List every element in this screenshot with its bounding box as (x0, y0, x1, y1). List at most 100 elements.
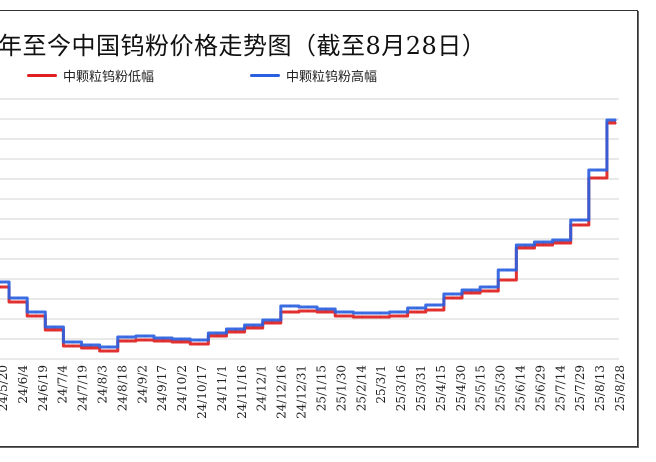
data-point (252, 324, 255, 326)
data-point (524, 244, 527, 246)
data-point (560, 242, 563, 244)
x-tick-label: 24/6/4 (16, 365, 30, 404)
x-tick-label: 25/4/30 (454, 365, 468, 411)
x-tick-label: 24/10/17 (195, 365, 209, 419)
data-point (234, 331, 237, 333)
x-tick-label: 25/3/31 (414, 365, 428, 411)
data-point (415, 311, 418, 313)
data-point (415, 307, 418, 309)
data-point (578, 219, 581, 221)
data-point (198, 343, 201, 345)
x-tick-label: 24/12/16 (275, 365, 289, 419)
x-tick-label: 25/8/28 (613, 365, 627, 411)
data-point (252, 327, 255, 329)
data-point (470, 289, 472, 291)
x-tick-label: 25/5/30 (494, 365, 508, 411)
x-tick-label: 24/6/19 (36, 365, 50, 411)
x-tick-label: 24/8/18 (115, 365, 129, 411)
data-point (53, 329, 56, 331)
data-point (488, 290, 490, 292)
data-point (434, 304, 436, 306)
data-point (452, 293, 454, 295)
data-point (361, 312, 364, 314)
data-point (89, 344, 92, 346)
data-point (270, 322, 273, 324)
data-point (615, 122, 617, 124)
data-point (180, 341, 182, 343)
x-tick-label: 24/12/1 (255, 365, 269, 411)
data-point (470, 292, 472, 294)
data-point (289, 305, 291, 307)
data-point (216, 335, 219, 337)
x-tick-label: 25/7/14 (553, 365, 567, 412)
data-point (542, 244, 545, 246)
data-point (144, 335, 146, 337)
data-point (107, 346, 110, 348)
data-point (597, 177, 599, 179)
legend-swatch-blue (250, 74, 280, 77)
data-point (361, 316, 364, 318)
data-point (506, 269, 509, 271)
x-tick-label: 25/8/13 (593, 365, 607, 411)
x-tick-label: 24/7/4 (56, 365, 70, 404)
data-point (162, 340, 164, 342)
data-point (343, 311, 346, 313)
data-point (379, 316, 382, 318)
data-point (0, 281, 1, 283)
x-tick-label: 25/7/29 (573, 365, 587, 411)
data-point (325, 311, 327, 313)
data-point (578, 224, 581, 226)
data-point (144, 339, 146, 341)
data-point (434, 309, 436, 311)
x-tick-label: 25/3/16 (394, 365, 408, 411)
x-tick-label: 25/5/15 (474, 365, 488, 411)
x-tick-label: 24/9/17 (155, 365, 169, 411)
data-point (397, 315, 400, 317)
x-tick-label: 24/7/19 (76, 365, 90, 411)
x-tick-label: 25/1/15 (314, 365, 328, 411)
data-point (270, 319, 273, 321)
series-line-high (0, 118, 616, 349)
legend-item-low: 中颗粒钨粉低幅 (27, 66, 154, 85)
data-point (107, 350, 110, 352)
data-point (198, 339, 201, 341)
data-point (289, 311, 291, 313)
data-point (89, 347, 92, 349)
x-tick-label: 24/8/3 (96, 365, 110, 404)
x-tick-label: 25/2/14 (354, 365, 368, 412)
data-point (35, 315, 38, 317)
chart-frame (0, 10, 638, 447)
x-tick-label: 25/6/29 (533, 365, 547, 411)
data-point (126, 336, 128, 338)
data-point (234, 328, 237, 330)
legend-label-high: 中颗粒钨粉高幅 (286, 70, 378, 85)
data-point (542, 241, 545, 243)
data-point (162, 337, 164, 339)
data-point (506, 279, 509, 281)
data-point (307, 306, 309, 308)
data-point (17, 297, 19, 299)
data-point (71, 345, 74, 347)
data-point (488, 286, 490, 288)
data-point (343, 315, 346, 317)
data-point (524, 247, 527, 249)
chart-title: 年至今中国钨粉价格走势图（截至8月28日） (0, 32, 487, 60)
data-point (35, 311, 38, 313)
series-line-low (0, 121, 616, 353)
data-point (216, 332, 219, 334)
legend-item-high: 中颗粒钨粉高幅 (250, 66, 377, 85)
x-tick-label: 25/4/15 (434, 365, 448, 411)
x-tick-label: 24/12/31 (295, 365, 309, 419)
data-point (180, 338, 182, 340)
x-tick-label: 24/10/2 (175, 365, 189, 411)
x-tick-label: 24/5/20 (0, 365, 10, 411)
data-point (397, 311, 400, 313)
data-point (452, 297, 454, 299)
legend-swatch-red (27, 74, 57, 77)
data-point (53, 326, 56, 328)
data-point (0, 286, 1, 288)
x-tick-label: 25/3/1 (374, 365, 388, 404)
x-tick-label: 25/1/30 (334, 365, 348, 411)
data-point (615, 119, 617, 121)
